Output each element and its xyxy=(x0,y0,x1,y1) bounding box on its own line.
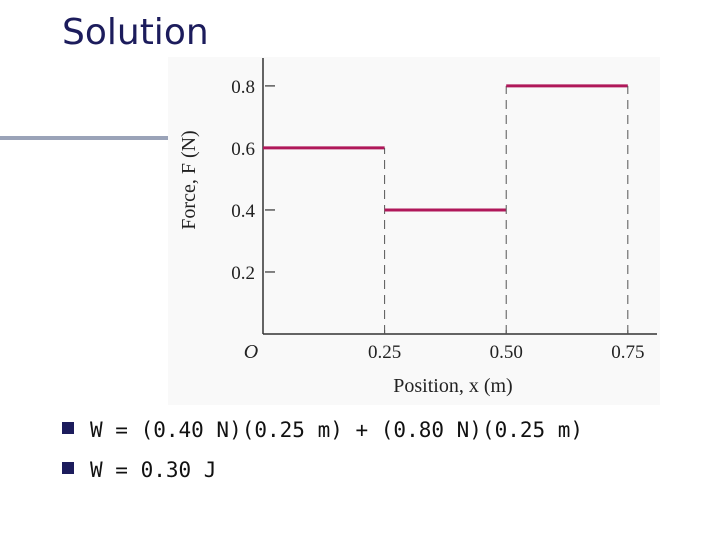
bullet-marker xyxy=(62,462,74,474)
y-tick-label: 0.8 xyxy=(231,77,255,98)
x-tick-label: 0.25 xyxy=(368,342,401,363)
y-tick-label: 0.2 xyxy=(231,263,255,284)
bullet: W = 0.30 J xyxy=(90,458,216,482)
bullet: W = (0.40 N)(0.25 m) + (0.80 N)(0.25 m) xyxy=(90,418,583,442)
slide-title: Solution xyxy=(62,12,209,53)
y-axis-label: Force, F (N) xyxy=(178,130,200,229)
x-tick-label: 0.75 xyxy=(611,342,644,363)
chart-panel xyxy=(168,57,660,405)
x-tick-label: 0.50 xyxy=(490,342,523,363)
x-tick-label: O xyxy=(244,341,258,363)
y-tick-label: 0.6 xyxy=(231,139,255,160)
x-axis-label: Position, x (m) xyxy=(393,375,512,397)
y-tick-label: 0.4 xyxy=(231,201,255,222)
bullet-marker xyxy=(62,422,74,434)
